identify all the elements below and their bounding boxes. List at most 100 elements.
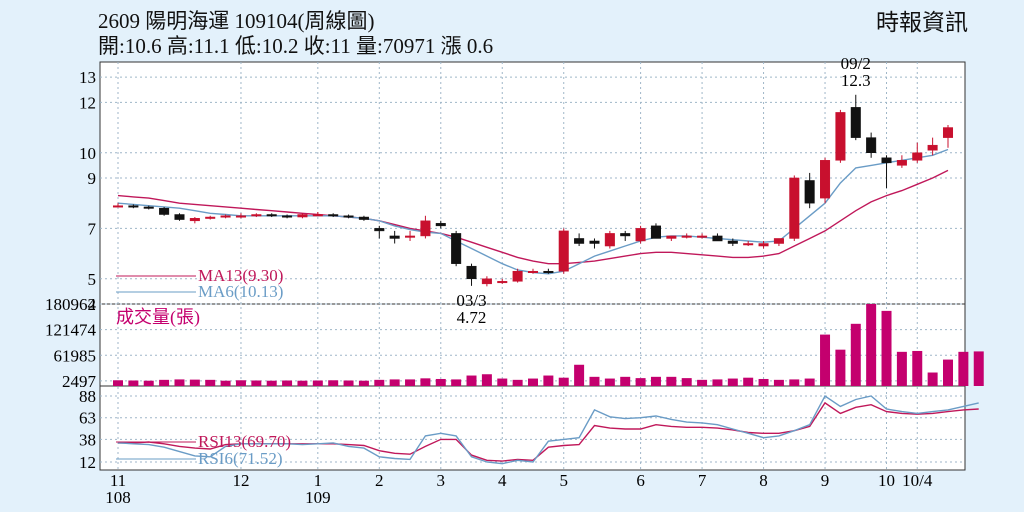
- candle-body: [650, 225, 661, 239]
- price-tick-label: 5: [88, 270, 97, 289]
- rsi-tick-label: 88: [79, 387, 96, 406]
- candle-body: [942, 127, 954, 138]
- volume-bar: [850, 323, 861, 386]
- candle-body: [466, 265, 477, 280]
- price-tick-label: 12: [79, 93, 96, 112]
- candle-body: [527, 270, 539, 273]
- volume-bar: [159, 379, 170, 386]
- candle-body: [896, 160, 907, 166]
- x-tick-label: 5: [559, 471, 568, 490]
- candle-body: [881, 157, 892, 164]
- candle-body: [420, 220, 431, 237]
- volume-bar: [789, 379, 800, 386]
- volume-bar: [604, 378, 615, 386]
- candle-body: [835, 112, 846, 161]
- volume-bar: [866, 304, 877, 386]
- volume-bar: [328, 380, 339, 386]
- rsi-tick-label: 38: [79, 430, 96, 449]
- candle-body: [143, 206, 154, 209]
- volume-bar: [758, 378, 769, 386]
- volume-bar: [650, 376, 661, 386]
- candle-body: [235, 215, 246, 218]
- high-value-annotation: 12.3: [841, 71, 871, 90]
- volume-tick-label: 121474: [45, 321, 97, 340]
- candle-body: [727, 240, 738, 244]
- candle-body: [435, 223, 446, 227]
- x-tick-label: 1: [314, 471, 323, 490]
- candle-body: [850, 107, 861, 138]
- volume-bar: [451, 379, 462, 386]
- candle-body: [712, 235, 723, 242]
- candle-body: [358, 216, 369, 220]
- volume-bar: [128, 380, 139, 386]
- volume-bar: [497, 378, 508, 386]
- rsi-tick-label: 12: [79, 453, 96, 472]
- candle-body: [758, 243, 769, 247]
- candle-body: [604, 233, 615, 247]
- x-tick-year-label: 109: [305, 488, 331, 507]
- volume-bar: [420, 378, 431, 386]
- candle-body: [282, 215, 293, 218]
- candle-body: [389, 235, 400, 239]
- volume-bar: [589, 376, 600, 386]
- candle-body: [374, 228, 385, 232]
- volume-bar: [666, 376, 677, 386]
- candle-body: [620, 233, 631, 237]
- price-tick-label: 4: [88, 295, 97, 314]
- volume-bar: [282, 380, 293, 386]
- volume-bar: [697, 379, 708, 386]
- x-tick-label: 10: [878, 471, 895, 490]
- volume-tick-label: 180962: [45, 295, 96, 314]
- candle-body: [343, 215, 354, 218]
- volume-bar: [235, 380, 246, 386]
- price-stats: 開:10.6 高:11.1 低:10.2 收:11 量:70971 漲 0.6: [98, 34, 494, 58]
- volume-bar: [389, 379, 400, 386]
- volume-bar: [466, 375, 477, 386]
- candle-body: [312, 214, 323, 217]
- x-tick-label: 4: [498, 471, 507, 490]
- candle-body: [804, 180, 815, 204]
- x-tick-label: 10/4: [902, 471, 933, 490]
- candle-body: [574, 238, 585, 244]
- candle-body: [820, 160, 831, 199]
- candle-body: [220, 215, 231, 218]
- candle-body: [481, 278, 492, 285]
- volume-bar: [512, 379, 523, 386]
- candle-body: [112, 205, 124, 208]
- x-tick-year-label: 108: [105, 488, 131, 507]
- volume-bar: [973, 351, 984, 386]
- volume-tick-label: 2497: [62, 372, 97, 391]
- volume-bar: [743, 377, 754, 386]
- volume-tick-label: 61985: [54, 346, 97, 365]
- volume-bar: [543, 375, 554, 386]
- plot-frame: [99, 61, 966, 471]
- candle-body: [866, 137, 877, 153]
- candle-body: [497, 281, 508, 284]
- candle-body: [189, 218, 200, 222]
- volume-bar: [912, 350, 923, 386]
- high-date-annotation: 09/2: [841, 54, 871, 73]
- candle-body: [328, 214, 339, 217]
- volume-bar: [896, 351, 907, 386]
- volume-bar: [712, 379, 723, 386]
- rsi-legend-label: RSI6(71.52): [198, 449, 283, 468]
- volume-bar: [635, 378, 646, 386]
- candle-body: [128, 205, 139, 208]
- x-tick-label: 7: [698, 471, 707, 490]
- volume-bar: [251, 380, 262, 386]
- volume-bar: [220, 380, 231, 386]
- low-date-annotation: 03/3: [456, 291, 486, 310]
- volume-bar: [835, 349, 846, 386]
- x-tick-label: 11: [110, 471, 126, 490]
- price-tick-label: 10: [79, 144, 96, 163]
- candle-body: [789, 177, 800, 239]
- volume-bar: [297, 380, 308, 386]
- x-tick-label: 12: [232, 471, 249, 490]
- candle-body: [635, 228, 646, 242]
- candle-body: [743, 243, 754, 246]
- volume-bar: [804, 378, 815, 386]
- x-tick-label: 8: [759, 471, 768, 490]
- candle-body: [697, 235, 708, 238]
